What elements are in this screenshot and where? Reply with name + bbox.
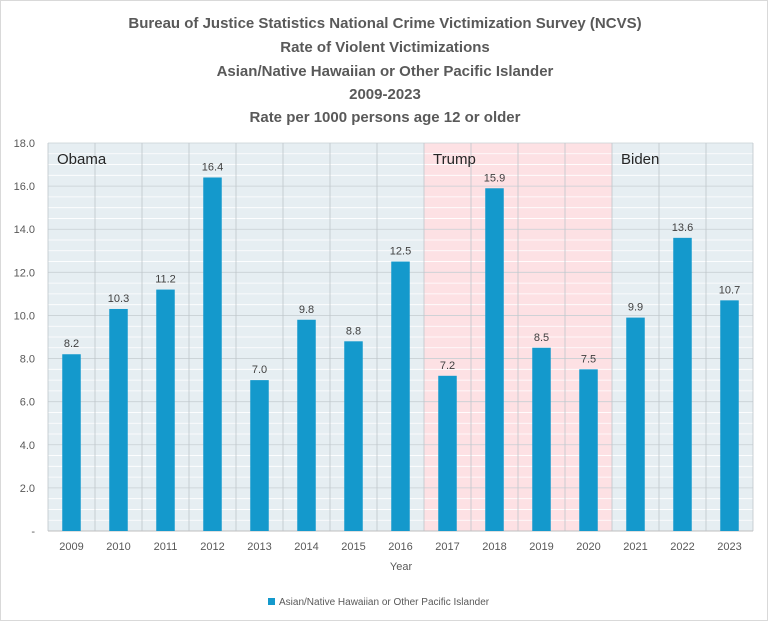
y-tick-label: 14.0 (14, 224, 35, 236)
bar (156, 289, 175, 531)
title-line-2: Rate of Violent Victimizations (280, 39, 490, 56)
bar (720, 300, 739, 531)
y-tick-label: - (31, 526, 35, 538)
x-tick-label: 2013 (247, 541, 271, 553)
legend-swatch (268, 598, 275, 605)
y-tick-label: 16.0 (14, 181, 35, 193)
data-label: 16.4 (202, 161, 223, 173)
x-tick-label: 2019 (529, 541, 553, 553)
x-tick-label: 2010 (106, 541, 130, 553)
y-tick-label: 4.0 (20, 440, 35, 452)
title-line-1: Bureau of Justice Statistics National Cr… (128, 15, 641, 32)
bar (344, 341, 363, 531)
plot-area: Obama Trump Biden - 2.0 4.0 6.0 8.0 10.0 12.0 14.0… (14, 138, 754, 553)
y-tick-label: 6.0 (20, 397, 35, 409)
data-label: 11.2 (155, 274, 176, 286)
x-tick-label: 2018 (482, 541, 506, 553)
data-label: 8.5 (534, 332, 549, 344)
data-label: 7.5 (581, 353, 596, 365)
legend: Asian/Native Hawaiian or Other Pacific I… (268, 597, 490, 608)
y-tick-label: 8.0 (20, 354, 35, 366)
bar (532, 347, 551, 531)
legend-label: Asian/Native Hawaiian or Other Pacific I… (279, 597, 490, 608)
x-tick-label: 2012 (200, 541, 224, 553)
x-tick-label: 2023 (717, 541, 741, 553)
x-tick-label: 2014 (294, 541, 318, 553)
data-label: 8.2 (64, 338, 79, 350)
bar (579, 369, 598, 531)
bar (391, 261, 410, 531)
x-tick-label: 2015 (341, 541, 365, 553)
y-tick-label: 12.0 (14, 267, 35, 279)
data-label: 9.9 (628, 302, 643, 314)
chart-title: Bureau of Justice Statistics National Cr… (128, 15, 641, 126)
y-tick-label: 2.0 (20, 483, 35, 495)
data-label: 13.6 (672, 222, 693, 234)
x-tick-label: 2017 (435, 541, 459, 553)
data-label: 10.3 (108, 293, 129, 305)
data-label: 7.2 (440, 360, 455, 372)
bar (485, 188, 504, 531)
x-tick-label: 2021 (623, 541, 647, 553)
data-label: 12.5 (390, 246, 411, 258)
bar (297, 319, 316, 531)
y-tick-label: 10.0 (14, 310, 35, 322)
bar (673, 237, 692, 531)
x-tick-label: 2011 (154, 541, 178, 553)
data-label: 15.9 (484, 172, 505, 184)
bar (109, 308, 128, 531)
bar (250, 380, 269, 531)
x-tick-label: 2009 (59, 541, 83, 553)
x-axis-title: Year (390, 561, 413, 573)
region-label-obama: Obama (57, 151, 107, 168)
x-tick-label: 2016 (388, 541, 412, 553)
y-tick-label: 18.0 (14, 138, 35, 150)
title-line-5: Rate per 1000 persons age 12 or older (250, 109, 521, 126)
data-label: 8.8 (346, 325, 361, 337)
bar (626, 317, 645, 531)
x-tick-label: 2020 (576, 541, 600, 553)
data-label: 9.8 (299, 304, 314, 316)
x-tick-label: 2022 (670, 541, 694, 553)
bar (438, 375, 457, 531)
region-label-biden: Biden (621, 151, 659, 168)
data-label: 7.0 (252, 364, 267, 376)
title-line-4: 2009-2023 (349, 86, 421, 103)
bar (203, 177, 222, 531)
data-label: 10.7 (719, 284, 740, 296)
region-label-trump: Trump (433, 151, 476, 168)
title-line-3: Asian/Native Hawaiian or Other Pacific I… (217, 63, 554, 80)
bar (62, 354, 81, 531)
